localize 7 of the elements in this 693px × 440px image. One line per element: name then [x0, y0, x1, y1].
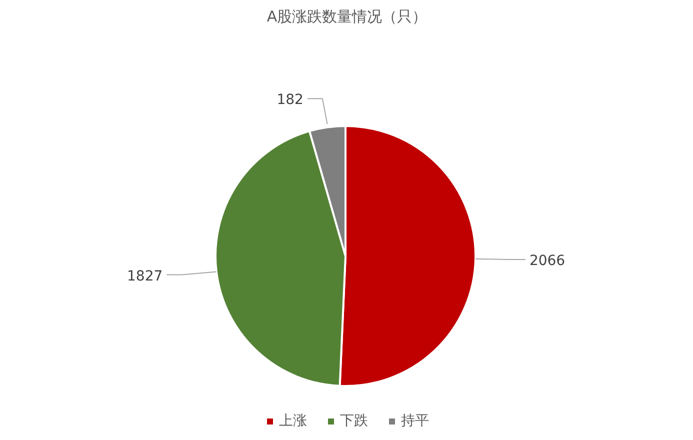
legend-label: 下跌: [340, 412, 368, 430]
data-label: 182: [276, 92, 304, 108]
data-label: 1827: [127, 268, 163, 284]
legend-label: 上涨: [279, 412, 307, 430]
chart-title: A股涨跌数量情况（只）: [266, 8, 428, 26]
legend-label: 持平: [401, 412, 429, 430]
data-label: 2066: [529, 252, 566, 269]
